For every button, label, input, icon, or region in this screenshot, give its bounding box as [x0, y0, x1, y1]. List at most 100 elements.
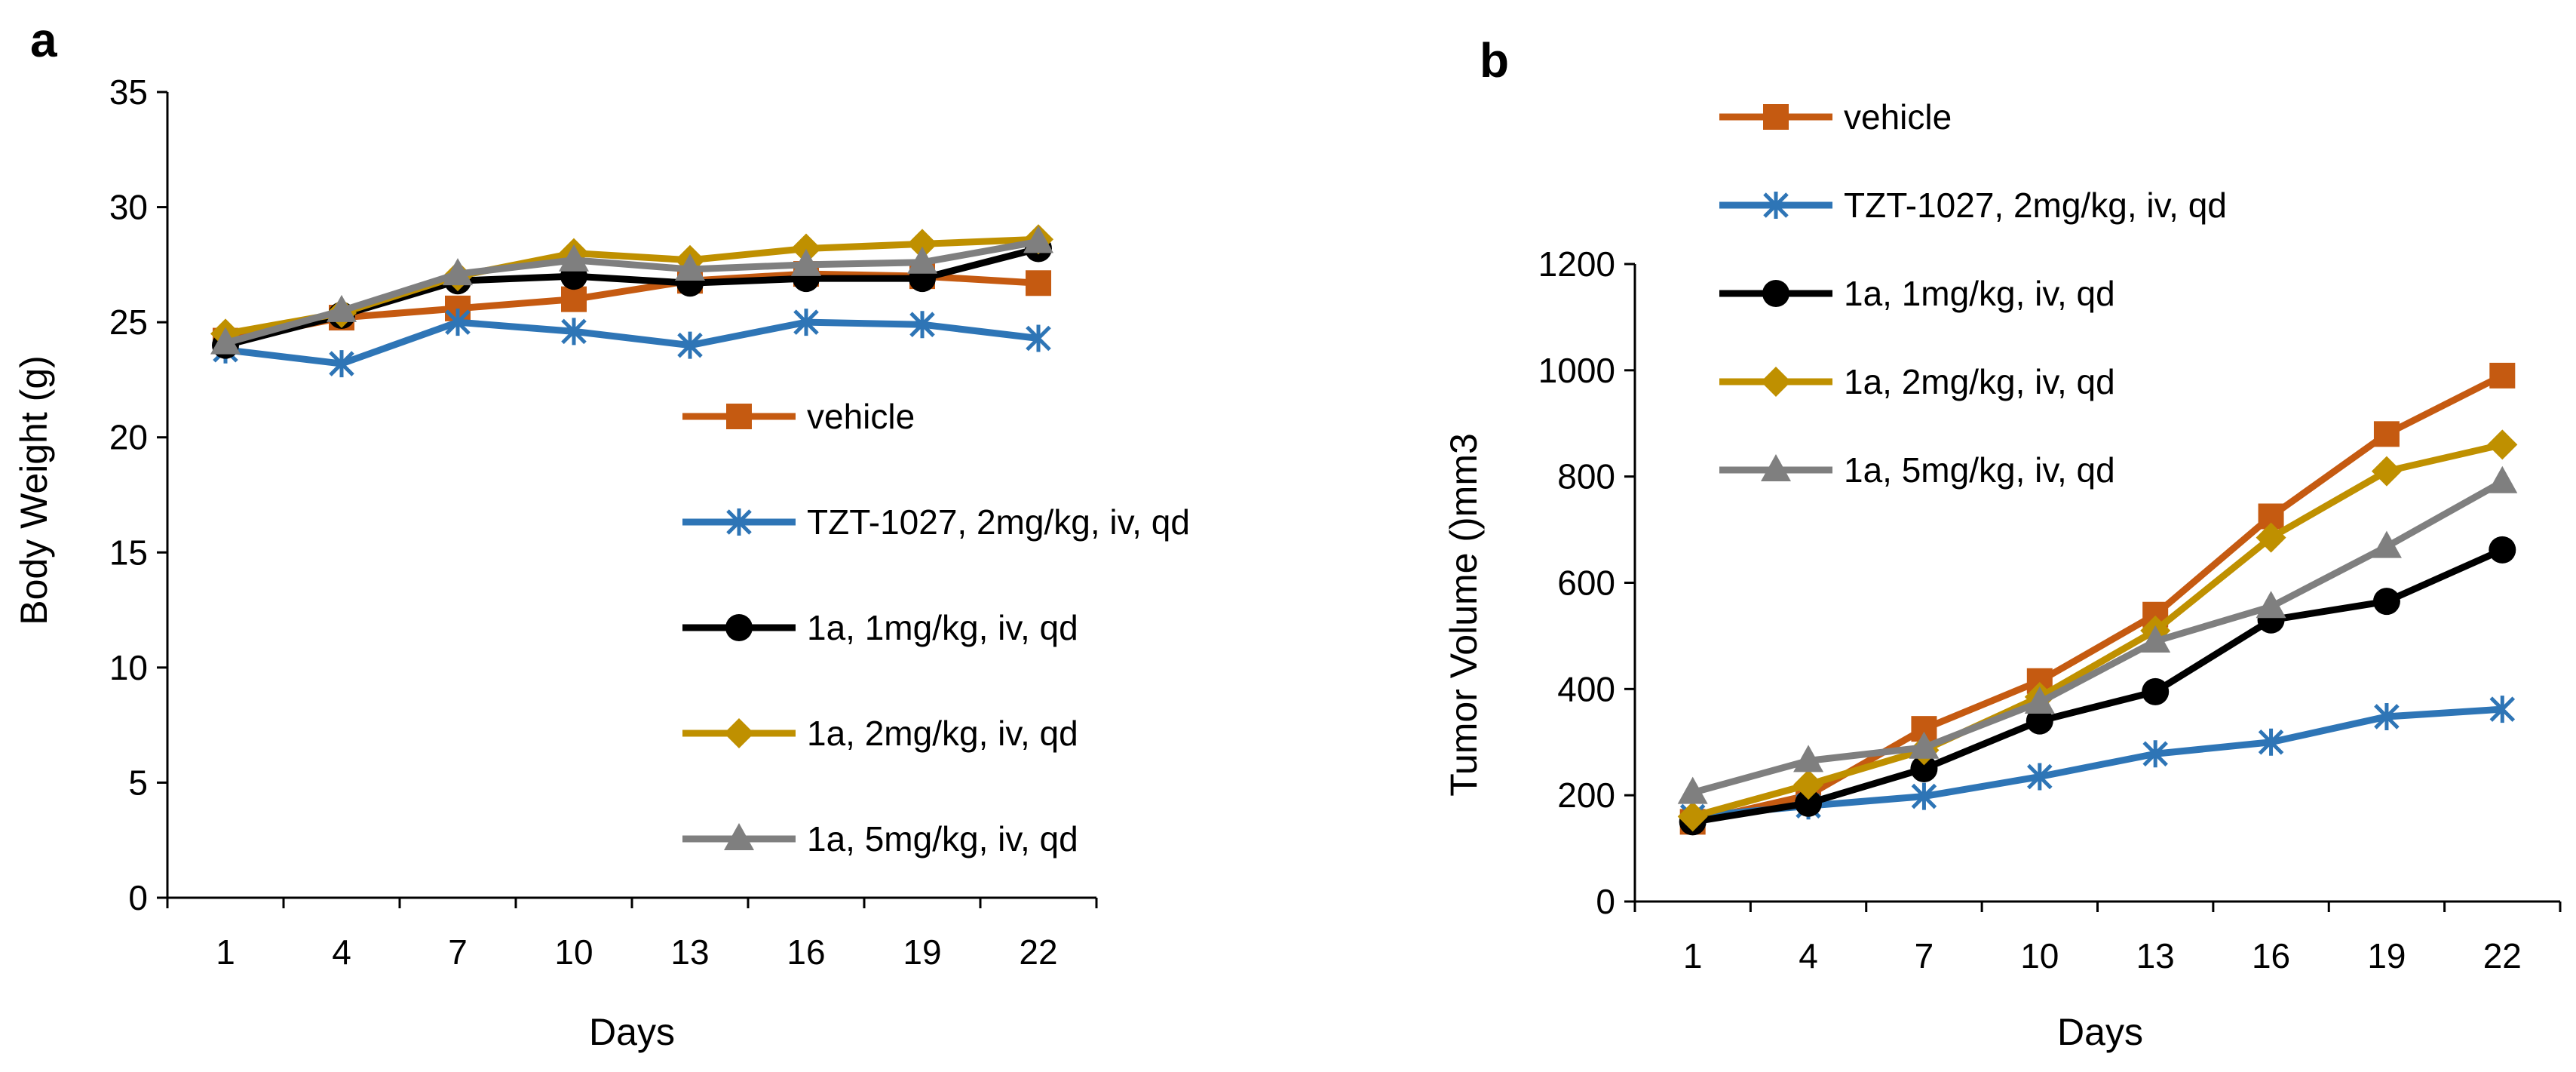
y-tick-label: 1200	[1538, 244, 1615, 284]
data-point	[2371, 530, 2402, 558]
x-tick-label: 19	[2367, 936, 2406, 975]
data-point	[1909, 731, 1940, 759]
legend-entry: 1a, 1mg/kg, iv, qd	[682, 608, 1078, 647]
data-point	[2489, 362, 2516, 389]
legend-label: 1a, 1mg/kg, iv, qd	[1844, 274, 2115, 313]
legend-entry: 1a, 2mg/kg, iv, qd	[1719, 362, 2115, 401]
data-point	[1910, 754, 1938, 782]
data-point	[907, 246, 937, 274]
legend-swatch-marker	[1761, 454, 1791, 481]
legend-entry: 1a, 2mg/kg, iv, qd	[682, 714, 1078, 753]
panel-b-tumor-volume: b Tumor Volume ()mm3 Days	[1443, 33, 2143, 1053]
legend-swatch-marker	[725, 614, 753, 641]
data-point	[2258, 728, 2284, 756]
panel-b-x-axis-label: Days	[2057, 1011, 2143, 1053]
data-point	[2027, 763, 2053, 791]
chart-a-plot: 0 5 10 15 20 25 30 35 1 4 7 10 13 16 19 22 vehicle TZT-10…	[109, 72, 1190, 972]
data-point	[1793, 769, 1824, 800]
y-tick-label: 600	[1557, 564, 1615, 603]
data-point	[1026, 270, 1051, 296]
y-tick-label: 15	[109, 533, 148, 572]
x-tick-label: 4	[1799, 936, 1818, 975]
series-1a-5mg-kg-iv-qd	[1677, 465, 2518, 804]
legend-entry: TZT-1027, 2mg/kg, iv, qd	[1719, 186, 2227, 225]
panel-a-x-axis-label: Days	[589, 1011, 675, 1053]
data-point	[327, 294, 357, 322]
series-1a-5mg-kg-iv-qd	[210, 226, 1053, 355]
legend-label: 1a, 2mg/kg, iv, qd	[807, 714, 1078, 753]
x-tick-label: 1	[1683, 936, 1703, 975]
data-point	[909, 311, 935, 339]
data-point	[2142, 677, 2170, 705]
data-point	[559, 244, 589, 272]
data-point	[2256, 522, 2286, 553]
data-point	[907, 229, 937, 260]
data-point	[1677, 776, 1708, 804]
x-tick-label: 10	[2020, 936, 2059, 975]
legend-swatch-marker	[1763, 192, 1789, 219]
series-line	[224, 238, 1039, 346]
data-point	[2373, 421, 2400, 447]
legend-entry: vehicle	[1719, 97, 1952, 137]
data-point	[2489, 696, 2516, 723]
data-point	[677, 331, 703, 359]
chart-b-plot: 0 200 400 600 800 1000 1200 1 4 7 10 13 16 19 22 vehicl…	[1538, 97, 2562, 975]
data-point	[2487, 429, 2518, 460]
legend-entry: 1a, 5mg/kg, iv, qd	[682, 819, 1078, 859]
series-line	[1691, 546, 2504, 825]
legend-label: vehicle	[1844, 97, 1952, 137]
x-tick-label: 16	[2252, 936, 2290, 975]
data-point	[791, 248, 821, 276]
legend-swatch-marker	[724, 718, 754, 748]
data-point	[210, 327, 241, 355]
data-point	[1026, 324, 1051, 352]
x-tick-label: 19	[903, 932, 941, 972]
legend-swatch-marker	[726, 404, 752, 429]
legend-entry: vehicle	[682, 397, 915, 436]
y-tick-label: 20	[109, 418, 148, 457]
legend-label: 1a, 5mg/kg, iv, qd	[807, 819, 1078, 859]
y-tick-label: 200	[1557, 776, 1615, 815]
panel-b-label: b	[1480, 33, 1509, 88]
legend-swatch-marker	[724, 823, 754, 850]
series-vehicle	[1679, 362, 2516, 835]
data-point	[1911, 782, 1937, 810]
y-tick-label: 0	[128, 878, 148, 917]
data-point	[2487, 465, 2518, 493]
panel-a-y-axis-label: Body Weight (g)	[13, 355, 55, 625]
data-point	[2371, 456, 2402, 487]
data-point	[675, 253, 705, 281]
panel-a-label: a	[30, 13, 57, 67]
x-tick-label: 16	[787, 932, 825, 972]
y-tick-label: 1000	[1538, 351, 1615, 390]
x-tick-label: 7	[448, 932, 468, 972]
y-tick-label: 5	[128, 763, 148, 802]
series-1a-1mg-kg-iv-qd	[1679, 536, 2516, 836]
data-point	[561, 318, 587, 346]
series-line	[1691, 372, 2504, 825]
data-point	[329, 350, 354, 378]
y-tick-label: 35	[109, 72, 148, 112]
legend-swatch-marker	[1761, 367, 1791, 397]
legend-swatch-marker	[726, 508, 752, 536]
chart-a-legend: vehicle TZT-1027, 2mg/kg, iv, qd 1a, 1mg/k…	[682, 397, 1190, 859]
data-point	[2140, 625, 2171, 653]
chart-b-legend: vehicle TZT-1027, 2mg/kg, iv, qd 1a, 1mg/k…	[1719, 97, 2227, 490]
series-line	[1691, 441, 2504, 820]
data-point	[561, 286, 587, 312]
x-tick-label: 7	[1915, 936, 1934, 975]
data-point	[2489, 536, 2516, 564]
data-point	[793, 309, 819, 336]
legend-label: TZT-1027, 2mg/kg, iv, qd	[807, 502, 1190, 542]
data-point	[1793, 745, 1824, 773]
data-point	[2374, 702, 2400, 730]
legend-entry: TZT-1027, 2mg/kg, iv, qd	[682, 502, 1190, 542]
legend-entry: 1a, 1mg/kg, iv, qd	[1719, 274, 2115, 313]
data-point	[2024, 686, 2055, 714]
panel-b-y-axis-label: Tumor Volume ()mm3	[1443, 433, 1485, 797]
data-point	[445, 309, 471, 336]
y-tick-label: 30	[109, 188, 148, 227]
x-tick-label: 1	[216, 932, 235, 972]
x-tick-label: 22	[1019, 932, 1057, 972]
series-line	[1691, 478, 2504, 796]
